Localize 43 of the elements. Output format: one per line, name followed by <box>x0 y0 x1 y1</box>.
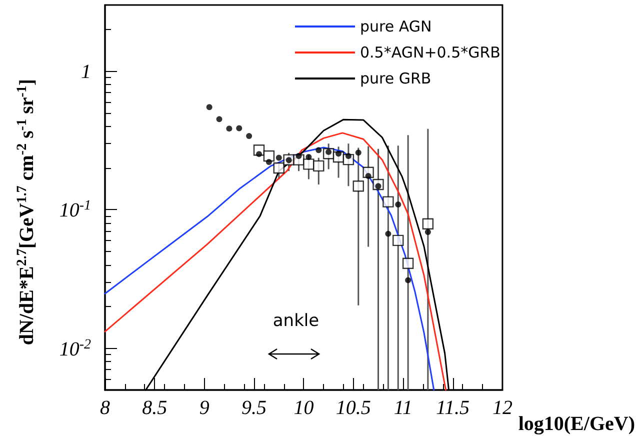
point <box>355 150 362 156</box>
y-tick-label: 10$^{-1}$ <box>59 198 91 222</box>
point <box>273 162 284 174</box>
point <box>246 133 252 140</box>
point <box>206 104 212 110</box>
annotation: ankle <box>272 311 320 331</box>
x-tick-label: 11.5 <box>436 397 470 419</box>
point <box>395 202 402 208</box>
point <box>226 126 232 132</box>
x-axis-title: log10(E/GeV) <box>518 413 635 435</box>
y-tick-label: 1 <box>81 61 91 84</box>
point <box>424 229 431 236</box>
x-tick-label: 9.5 <box>242 397 267 419</box>
point <box>266 158 272 165</box>
legend-label: 0.5*AGN+0.5*GRB <box>360 44 500 62</box>
y-tick-label: 10$^{-2}$ <box>59 336 91 360</box>
legend-label: pure GRB <box>360 70 432 88</box>
x-tick-label: 8 <box>100 397 110 419</box>
point <box>365 173 372 180</box>
x-tick-label: 11 <box>394 397 412 419</box>
x-tick-label: 8.5 <box>142 397 168 419</box>
point <box>352 180 364 192</box>
point <box>385 230 392 237</box>
point <box>405 277 412 284</box>
point <box>276 154 282 161</box>
point <box>313 160 324 172</box>
point <box>422 218 434 230</box>
point <box>236 125 242 132</box>
point <box>306 154 312 160</box>
point <box>392 234 404 246</box>
point <box>402 258 414 269</box>
x-tick-label: 10 <box>294 397 314 419</box>
legend-label: pure AGN <box>360 18 432 36</box>
point <box>345 153 352 160</box>
x-tick-label: 12 <box>492 397 512 419</box>
point <box>303 158 314 170</box>
x-tick-label: 9 <box>199 397 210 419</box>
point <box>216 116 222 122</box>
point <box>296 153 302 160</box>
point <box>382 196 394 208</box>
point <box>256 151 262 158</box>
x-tick-label: 10.5 <box>336 397 371 419</box>
point <box>316 147 322 154</box>
